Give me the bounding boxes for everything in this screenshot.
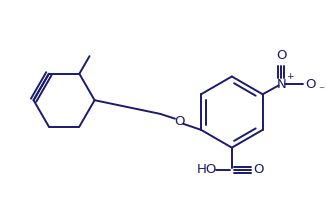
Text: O: O bbox=[276, 49, 287, 62]
Text: ⁻: ⁻ bbox=[318, 84, 324, 97]
Text: O: O bbox=[305, 78, 316, 91]
Text: O: O bbox=[254, 163, 264, 176]
Text: HO: HO bbox=[197, 163, 217, 176]
Text: +: + bbox=[286, 72, 293, 81]
Text: N: N bbox=[276, 78, 286, 91]
Text: O: O bbox=[174, 115, 184, 128]
